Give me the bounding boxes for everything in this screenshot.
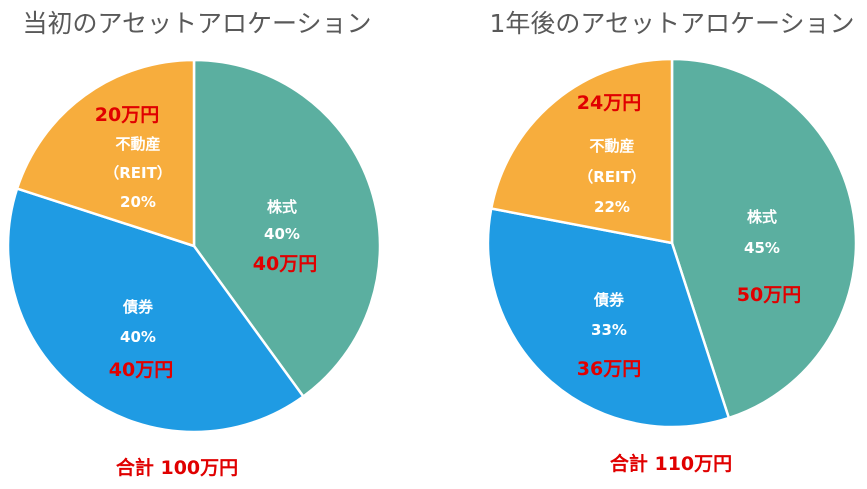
pie-slice-reit-initial bbox=[15, 58, 196, 248]
pie-slices-after-one-year bbox=[486, 57, 858, 429]
slice-amount-reit-after: 24万円 bbox=[577, 92, 641, 114]
slice-percent-reit-initial: 20% bbox=[120, 193, 156, 211]
pie-slice-bonds-after-one-year bbox=[486, 207, 731, 429]
slice-name2-reit-initial: （REIT） bbox=[104, 164, 172, 182]
slice-percent-stocks-after: 45% bbox=[744, 239, 780, 257]
slice-amount-stocks-after: 50万円 bbox=[737, 284, 801, 306]
slice-name-reit-initial: 不動産 bbox=[115, 135, 160, 153]
slice-name-reit-after: 不動産 bbox=[589, 137, 634, 155]
slice-name2-reit-after: （REIT） bbox=[578, 168, 646, 186]
chart-title-initial: 当初のアセットアロケーション bbox=[22, 9, 371, 38]
slice-percent-bonds-after: 33% bbox=[591, 321, 627, 339]
slice-name-bonds-initial: 債券 bbox=[122, 298, 154, 316]
pie-chart-initial: 当初のアセットアロケーション 株式 40% 40万円 債券 40% 40万円 2… bbox=[6, 9, 382, 479]
pie-slice-stocks-after-one-year bbox=[670, 57, 858, 420]
slice-amount-reit-initial: 20万円 bbox=[95, 104, 159, 126]
slice-amount-bonds-after: 36万円 bbox=[577, 358, 641, 380]
slice-amount-stocks-initial: 40万円 bbox=[253, 253, 317, 275]
slice-name-stocks-after: 株式 bbox=[747, 208, 777, 226]
slice-name-bonds-after: 債券 bbox=[593, 291, 625, 309]
slice-name-stocks-initial: 株式 bbox=[267, 198, 297, 216]
slice-amount-bonds-initial: 40万円 bbox=[109, 359, 173, 381]
slice-percent-reit-after: 22% bbox=[594, 198, 630, 216]
slice-percent-stocks-initial: 40% bbox=[264, 225, 300, 243]
pie-slices-initial bbox=[6, 58, 382, 434]
slice-percent-bonds-initial: 40% bbox=[120, 328, 156, 346]
total-initial: 合計 100万円 bbox=[116, 456, 238, 479]
pie-slice-bonds-initial bbox=[6, 187, 305, 434]
pie-chart-after-one-year: 1年後のアセットアロケーション 株式 45% 50万円 債券 33% 36万円 … bbox=[486, 9, 858, 475]
pie-slice-stocks-initial bbox=[192, 58, 382, 398]
chart-title-after-one-year: 1年後のアセットアロケーション bbox=[490, 9, 855, 38]
pie-slice-reit-after-one-year bbox=[490, 57, 674, 245]
total-after-one-year: 合計 110万円 bbox=[610, 452, 732, 475]
